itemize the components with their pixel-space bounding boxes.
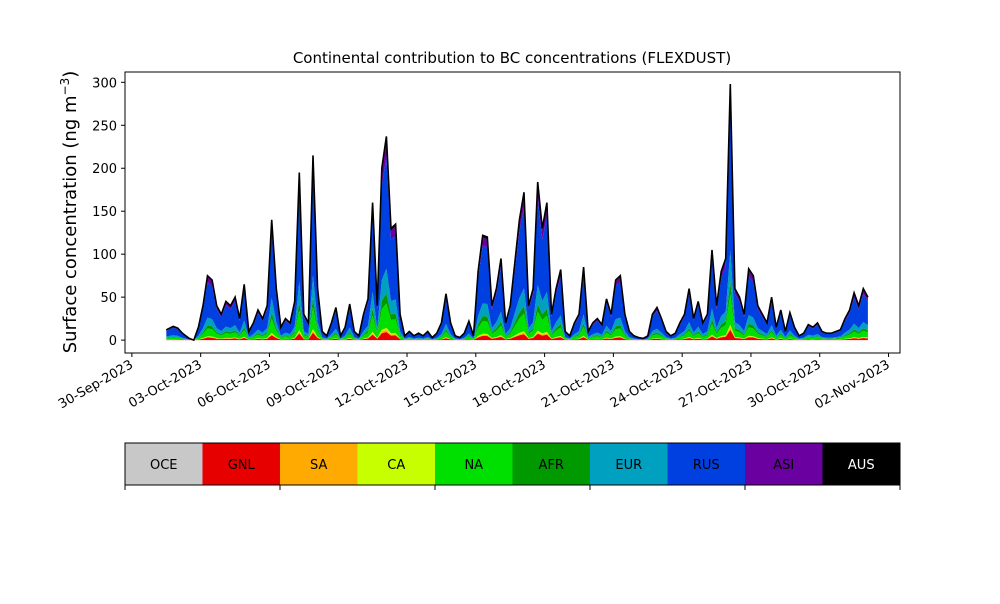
y-tick-label: 0 — [109, 334, 117, 349]
chart-title: Continental contribution to BC concentra… — [293, 49, 731, 67]
colorbar-label-aus: AUS — [848, 458, 875, 473]
colorbar-swatch-ca — [357, 443, 436, 485]
colorbar-swatch-aus — [822, 443, 901, 485]
area-sa — [166, 327, 868, 341]
x-tick-label: 30-Oct-2023 — [745, 357, 823, 411]
colorbar-swatch-rus — [667, 443, 746, 485]
colorbar-swatch-sa — [280, 443, 358, 485]
y-tick-label: 300 — [92, 76, 117, 91]
x-tick-label: 12-Oct-2023 — [333, 357, 411, 411]
area-na — [166, 294, 868, 341]
y-axis-label: Surface concentration (ng m−3) — [58, 71, 81, 354]
colorbar-swatch-asi — [745, 443, 823, 485]
x-tick-label: 15-Oct-2023 — [401, 357, 479, 411]
total-concentration-line — [165, 83, 869, 342]
colorbar-label-ca: CA — [387, 458, 405, 473]
x-tick-label: 18-Oct-2023 — [470, 357, 548, 411]
area-ca — [166, 324, 868, 341]
source-region-colorbar: OCE GNL SA CA NA AFR EUR RUS ASI AUS — [124, 442, 901, 490]
area-rus — [166, 109, 868, 341]
area-gnl — [166, 329, 868, 341]
x-axis: 30-Sep-202303-Oct-202306-Oct-202309-Oct-… — [56, 353, 893, 412]
colorbar-label-afr: AFR — [539, 458, 564, 473]
colorbar-swatch-gnl — [202, 443, 281, 485]
colorbar-swatch-afr — [512, 443, 591, 485]
colorbar-swatch-na — [435, 443, 513, 485]
colorbar-label-rus: RUS — [693, 458, 720, 473]
y-axis: 0 50 100 150 200 250 300 — [92, 76, 125, 349]
area-afr — [166, 281, 868, 341]
y-tick-label: 250 — [92, 119, 117, 134]
colorbar-label-gnl: GNL — [228, 458, 256, 473]
x-tick-label: 09-Oct-2023 — [264, 357, 342, 411]
x-tick-label: 30-Sep-2023 — [56, 357, 136, 412]
x-tick-label: 02-Nov-2023 — [812, 357, 892, 412]
y-tick-label: 50 — [100, 291, 117, 306]
colorbar-label-eur: EUR — [615, 458, 642, 473]
x-tick-label: 21-Oct-2023 — [539, 357, 617, 411]
colorbar-label-asi: ASI — [773, 458, 794, 473]
y-axis-label-unit: −3 — [58, 78, 72, 96]
y-tick-label: 150 — [92, 205, 117, 220]
x-tick-label: 27-Oct-2023 — [677, 357, 755, 411]
colorbar-frame — [124, 442, 901, 486]
y-tick-label: 200 — [92, 162, 117, 177]
y-axis-label-main: Surface concentration (ng m — [60, 95, 81, 353]
colorbar-label-na: NA — [464, 458, 483, 473]
x-tick-label: 03-Oct-2023 — [126, 357, 204, 411]
colorbar-swatch-oce — [125, 443, 203, 485]
x-tick-label: 06-Oct-2023 — [195, 357, 273, 411]
colorbar-label-sa: SA — [310, 458, 327, 473]
y-tick-label: 100 — [92, 248, 117, 263]
plot-frame — [124, 71, 901, 354]
colorbar-swatch-eur — [590, 443, 668, 485]
y-axis-label-close: ) — [60, 71, 81, 78]
area-eur — [166, 250, 868, 341]
plot-area — [124, 71, 901, 354]
x-tick-label: 24-Oct-2023 — [608, 357, 686, 411]
stacked-areas — [166, 84, 868, 341]
colorbar-label-oce: OCE — [150, 458, 178, 473]
